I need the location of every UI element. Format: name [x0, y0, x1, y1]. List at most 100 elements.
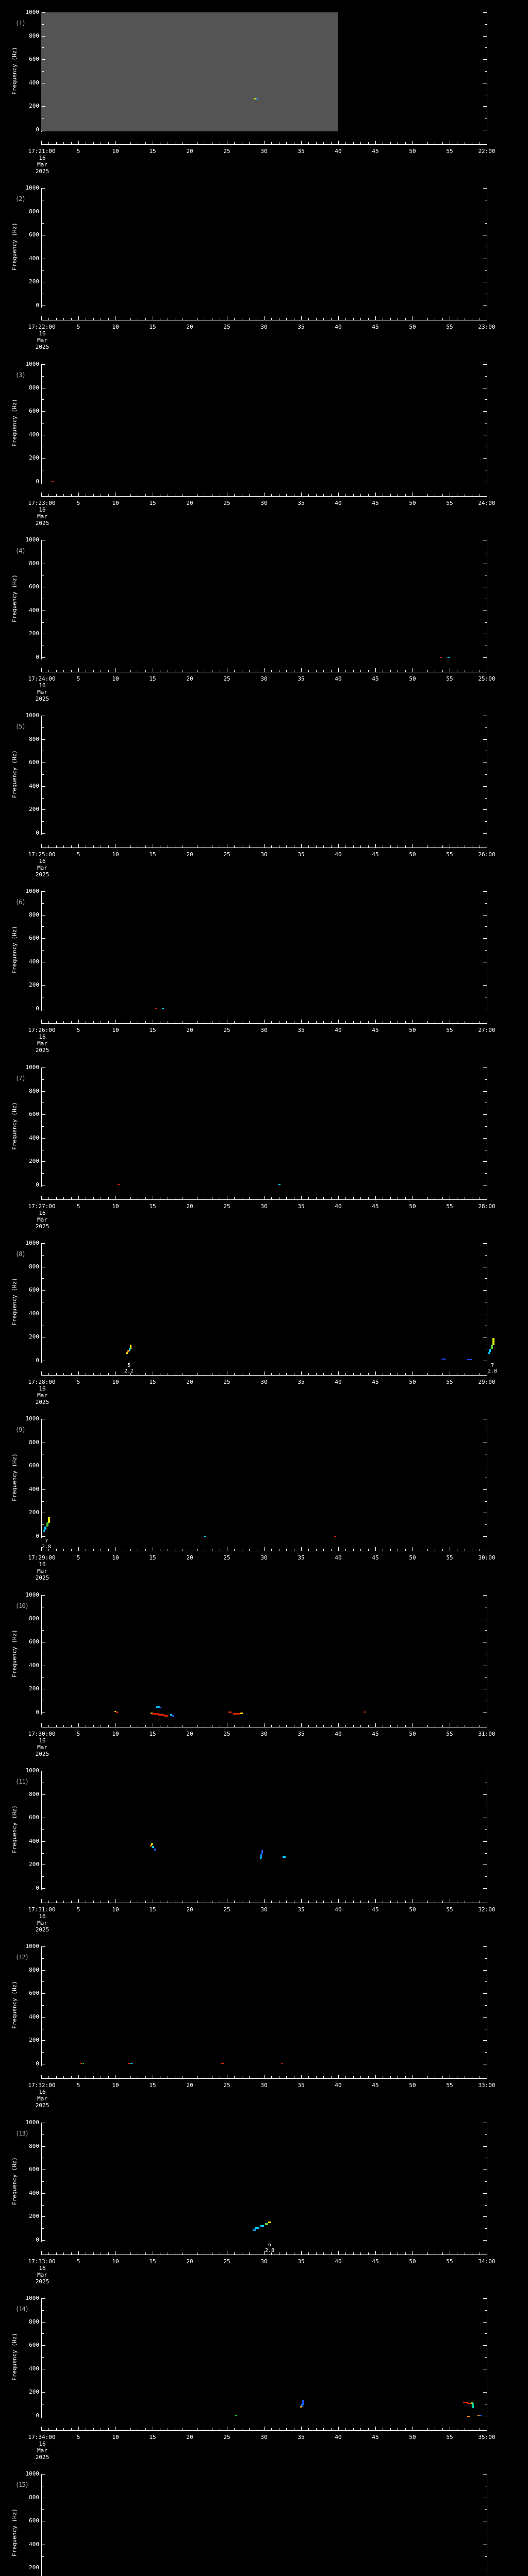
x-tick — [353, 494, 354, 496]
y-tick — [42, 821, 44, 822]
x-tick-label: 40 — [335, 1203, 342, 1210]
y-tick — [483, 1243, 487, 1244]
x-tick-label: 45 — [372, 1379, 379, 1385]
x-tick — [323, 2428, 324, 2430]
x-tick — [286, 2076, 287, 2078]
x-tick — [375, 1899, 376, 1903]
x-axis-end-time: 27:00 — [478, 1027, 496, 1033]
trigger-blob — [300, 2406, 302, 2408]
y-tick — [42, 903, 44, 904]
y-tick — [42, 1958, 44, 1959]
y-tick-label: 600 — [29, 1286, 39, 1293]
date-month: Mar — [37, 513, 47, 520]
trigger-blob — [492, 1338, 494, 1345]
x-tick — [427, 494, 428, 496]
x-tick-label: 20 — [186, 2258, 193, 2265]
x-tick — [63, 1901, 64, 1903]
x-tick — [286, 1901, 287, 1903]
x-tick — [71, 2252, 72, 2255]
x-tick — [323, 1901, 324, 1903]
y-tick-label: 600 — [29, 1638, 39, 1645]
x-tick — [301, 1371, 302, 1375]
y-tick-label: 800 — [29, 1439, 39, 1446]
x-tick — [412, 1371, 413, 1375]
x-tick-label: 50 — [409, 2434, 416, 2441]
x-tick — [130, 1021, 131, 1023]
x-tick — [308, 1373, 309, 1375]
x-tick — [412, 668, 413, 672]
x-tick — [316, 1197, 317, 1199]
x-tick — [71, 1197, 72, 1199]
x-tick — [41, 1723, 42, 1727]
panel-index-label: (13) — [15, 2130, 29, 2137]
x-tick — [316, 2428, 317, 2430]
x-tick — [360, 2076, 361, 2078]
trigger-blob — [283, 1856, 286, 1858]
spectrogram-panel-2: (2) Frequency (Hz) 17:22:00 23:00 16 Mar… — [0, 176, 528, 351]
x-tick — [345, 1021, 346, 1023]
x-tick-label: 50 — [409, 324, 416, 330]
x-tick-label: 10 — [112, 1554, 119, 1561]
x-tick — [234, 1725, 235, 1727]
y-tick — [485, 399, 487, 400]
y-tick — [485, 1829, 487, 1830]
trigger-annotation-line1: 6 — [268, 2242, 272, 2248]
x-tick — [345, 845, 346, 848]
trigger-blob — [491, 1345, 493, 1349]
y-axis-left — [41, 891, 42, 1011]
y-tick — [483, 915, 487, 916]
x-tick — [301, 1020, 302, 1023]
trigger-blob — [254, 98, 256, 99]
y-tick — [42, 915, 45, 916]
x-tick-label: 15 — [149, 1027, 156, 1033]
x-tick — [360, 670, 361, 672]
y-tick — [485, 376, 487, 377]
x-tick — [286, 845, 287, 848]
x-tick — [427, 1725, 428, 1727]
x-tick — [249, 318, 250, 320]
x-tick — [93, 845, 94, 848]
panel-index-label: (8) — [15, 1250, 26, 1258]
x-tick — [338, 1020, 339, 1023]
y-axis-left — [41, 1243, 42, 1363]
trigger-annotation-line1: 7 — [44, 1538, 48, 1544]
date-day: 16 — [39, 1913, 46, 1920]
trigger-blob — [150, 1845, 152, 1846]
x-tick-label: 10 — [112, 2258, 119, 2265]
y-tick — [483, 2322, 487, 2323]
y-tick — [485, 2228, 487, 2229]
x-tick-label: 20 — [186, 148, 193, 155]
y-tick-label: 600 — [29, 1990, 39, 1996]
x-tick — [63, 494, 64, 496]
x-tick — [360, 1725, 361, 1727]
x-tick — [145, 1549, 146, 1551]
x-tick — [108, 845, 109, 848]
x-axis-start-time: 17:29:00 — [28, 1554, 56, 1561]
x-axis-end-time: 23:00 — [478, 324, 496, 330]
x-axis-start-time: 17:22:00 — [28, 324, 56, 330]
x-tick — [390, 2076, 391, 2078]
x-tick — [375, 1196, 376, 1199]
y-tick — [42, 926, 44, 927]
x-tick-label: 10 — [112, 324, 119, 330]
x-tick — [108, 1373, 109, 1375]
y-tick-label: 400 — [29, 1134, 39, 1141]
x-tick — [56, 1021, 57, 1023]
trigger-blob — [129, 1348, 130, 1351]
trigger-blob — [489, 1349, 491, 1352]
x-tick — [412, 141, 413, 144]
x-tick — [63, 2252, 64, 2255]
y-tick — [42, 786, 45, 787]
y-tick-label: 800 — [29, 911, 39, 918]
x-tick-label: 45 — [372, 1906, 379, 1913]
x-tick-label: 20 — [186, 500, 193, 506]
x-axis-start-time: 17:25:00 — [28, 851, 56, 858]
y-tick — [42, 2345, 45, 2346]
x-tick-label: 50 — [409, 1906, 416, 1913]
spectrogram-panel-6: (6) Frequency (Hz) 17:26:00 27:00 16 Mar… — [0, 879, 528, 1055]
x-tick — [130, 2428, 131, 2430]
x-tick — [264, 2075, 265, 2078]
x-tick — [323, 142, 324, 144]
x-tick — [93, 1197, 94, 1199]
date-month: Mar — [37, 1568, 47, 1574]
